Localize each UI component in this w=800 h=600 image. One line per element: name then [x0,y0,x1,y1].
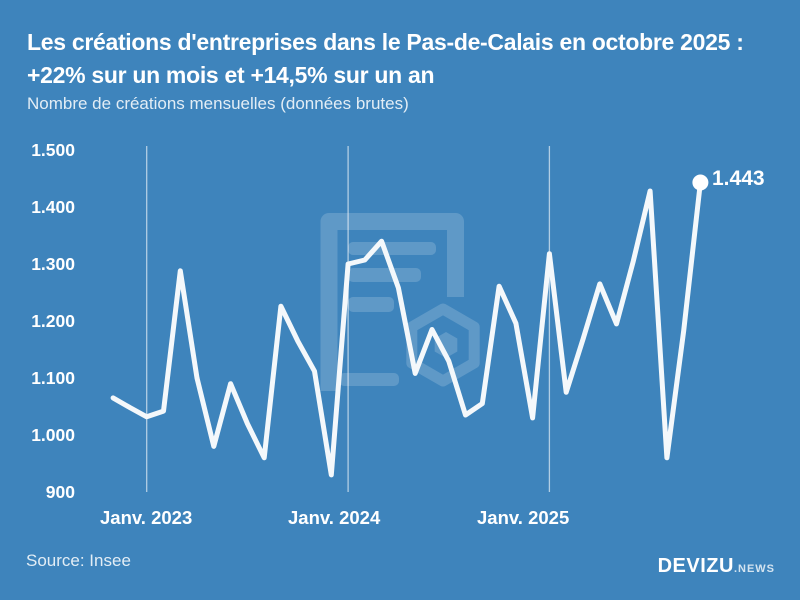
last-value-label: 1.443 [712,167,765,190]
chart-subtitle: Nombre de créations mensuelles (données … [27,94,409,113]
series-line [110,180,703,478]
y-tick-label-1100: 1.100 [31,368,75,388]
y-tick-label-1300: 1.300 [31,254,75,274]
source-note: Source: Insee [26,551,131,570]
hexagon-icon [406,303,480,387]
brand-logo: DEVIZU.NEWS [658,555,775,578]
brand-name: DEVIZU [657,555,734,577]
x-tick-label-janv-2024: Janv. 2024 [288,507,381,528]
brand-suffix: .NEWS [733,563,775,575]
last-point-marker [692,174,709,191]
y-tick-label-1000: 1.000 [31,425,75,445]
y-tick-label-1400: 1.400 [31,197,75,217]
x-tick-label-janv-2023: Janv. 2023 [100,507,193,528]
document-icon [320,213,464,391]
x-tick-label-janv-2025: Janv. 2025 [477,507,570,528]
page-title: Les créations d'entreprises dans le Pas-… [27,29,744,88]
y-tick-label-1200: 1.200 [31,311,75,331]
y-tick-label-900: 900 [45,482,75,502]
y-tick-label-1500: 1.500 [31,140,75,160]
